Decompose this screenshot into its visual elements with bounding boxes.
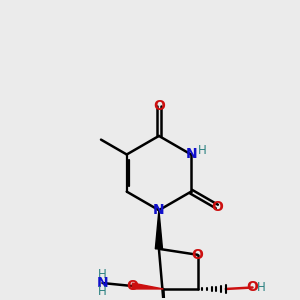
Text: H: H [98, 268, 107, 281]
Text: N: N [97, 276, 108, 290]
Polygon shape [132, 283, 164, 289]
Text: O: O [247, 280, 259, 295]
Text: H: H [98, 285, 107, 298]
Text: H: H [198, 144, 207, 158]
Text: O: O [192, 248, 203, 262]
Text: O: O [153, 99, 165, 113]
Text: O: O [211, 200, 223, 214]
Text: N: N [153, 203, 165, 217]
Polygon shape [155, 210, 163, 249]
Text: O: O [126, 279, 138, 293]
Text: H: H [257, 281, 266, 294]
Text: N: N [185, 148, 197, 161]
